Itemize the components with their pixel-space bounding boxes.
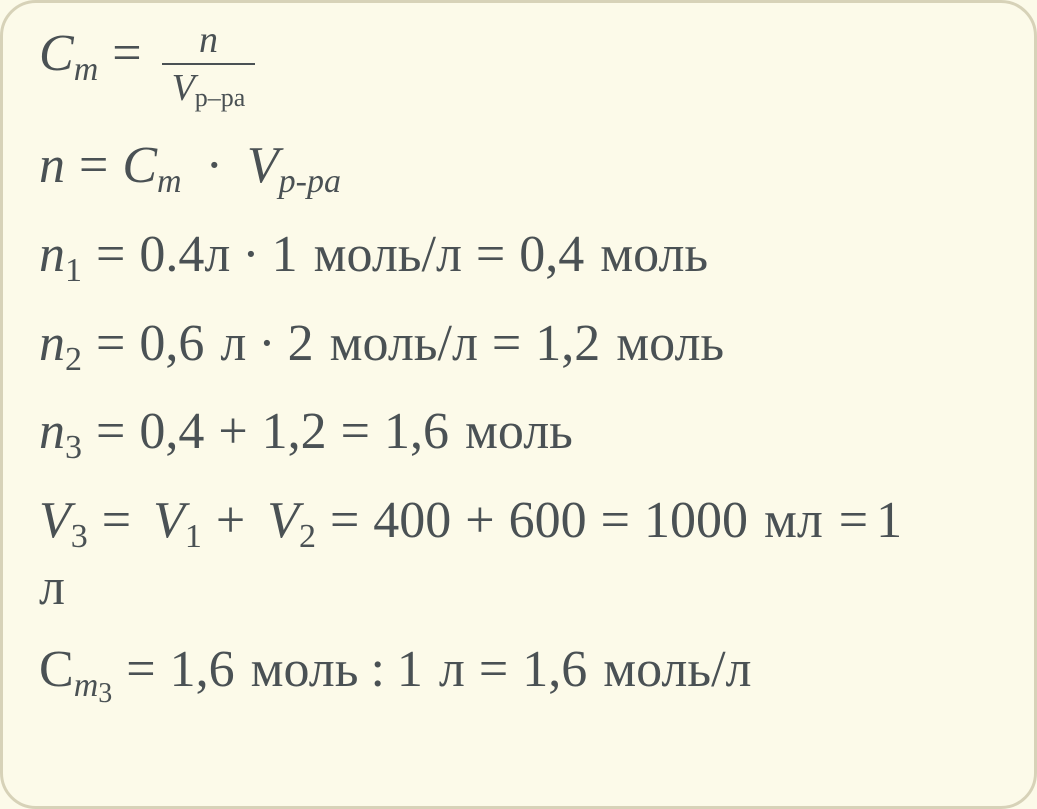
equals: = [102,25,151,82]
sub-p-pa: р–ра [195,83,246,112]
eq-cm3: Cm3 = 1,6 моль : 1 л = 1,6 моль/л [39,643,1006,708]
sub-m: m [157,163,182,200]
fraction: n Vр–ра [162,21,256,111]
var-V: V [247,137,279,194]
eq-v3-line2: л [39,561,1006,616]
formula-card: Cm = n Vр–ра n = Cm · Vp-pa n1 = 0.4л · … [0,0,1037,809]
eq-cm-definition: Cm = n Vр–ра [39,21,1006,111]
eq-v3-line1: V3 = V1 + V2 = 400 + 600 = 1000 мл = 1 [39,494,1006,555]
sub-p-pa: p-pa [279,163,341,200]
var-C: C [122,137,157,194]
sub-m: m [74,51,99,88]
var-n: n [199,19,218,61]
cdot: · [198,137,231,194]
unit-mol-per-L: моль/л [314,226,462,283]
unit-mL: мл [764,492,823,549]
eq-n1: n1 = 0.4л · 1 моль/л = 0,4 моль [39,228,1006,289]
unit-mol: моль [600,226,708,283]
equals: = [69,137,118,194]
var-n: n [39,137,65,194]
unit-L: л [39,559,65,616]
var-V: V [172,67,195,109]
eq-n2: n2 = 0,6 л · 2 моль/л = 1,2 моль [39,317,1006,378]
var-C: C [39,25,74,82]
eq-n-definition: n = Cm · Vp-pa [39,139,1006,200]
eq-n3: n3 = 0,4 + 1,2 = 1,6 моль [39,405,1006,466]
